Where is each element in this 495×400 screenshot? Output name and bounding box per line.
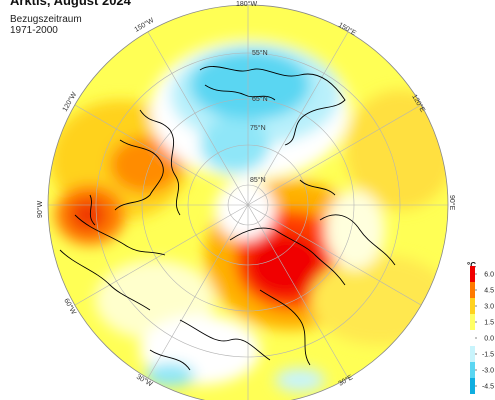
legend-color-swatch xyxy=(470,282,475,298)
legend-unit: °C xyxy=(467,261,476,270)
lat-label: 65°N xyxy=(252,95,268,103)
legend-tick-label: 6.0 xyxy=(484,272,494,279)
legend-tick-label: 0.0 xyxy=(484,336,494,343)
map-border xyxy=(47,4,449,400)
legend-tick-label: 1.5 xyxy=(484,320,494,327)
map-title: Arktis, August 2024 xyxy=(10,0,131,8)
legend-color-swatch xyxy=(470,298,475,314)
legend-tick-label: -3.0 xyxy=(482,368,494,375)
lat-label: 85°N xyxy=(250,176,266,184)
legend-tick-label: -4.5 xyxy=(482,384,494,391)
legend-color-swatch xyxy=(470,362,475,378)
legend-color-swatch xyxy=(470,330,475,346)
lat-label: 75°N xyxy=(250,124,266,132)
legend-color-swatch xyxy=(470,378,475,394)
lon-label: 180°W xyxy=(236,0,257,8)
lat-label: 55°N xyxy=(252,49,268,57)
reference-label: Bezugszeitraum xyxy=(10,14,82,25)
lon-label: 90°E xyxy=(448,195,456,211)
reference-period: 1971-2000 xyxy=(10,25,58,36)
coastlines xyxy=(59,66,396,371)
legend-color-swatch xyxy=(470,266,475,282)
legend-color-swatch xyxy=(470,314,475,330)
legend-tick-label: 4.5 xyxy=(484,288,494,295)
legend-color-swatch xyxy=(470,346,475,362)
lon-label: 90°W xyxy=(36,200,44,218)
color-legend: 6.0 4.5 3.0 1.5 0.0 -1.5 -3.0 -4.5 xyxy=(470,266,494,394)
reference-period-block: Bezugszeitraum 1971-2000 xyxy=(10,14,82,36)
legend-tick-label: -1.5 xyxy=(482,352,494,359)
legend-tick-label: 3.0 xyxy=(484,304,494,311)
latitude-labels: 55°N 65°N 75°N 85°N xyxy=(250,49,268,184)
